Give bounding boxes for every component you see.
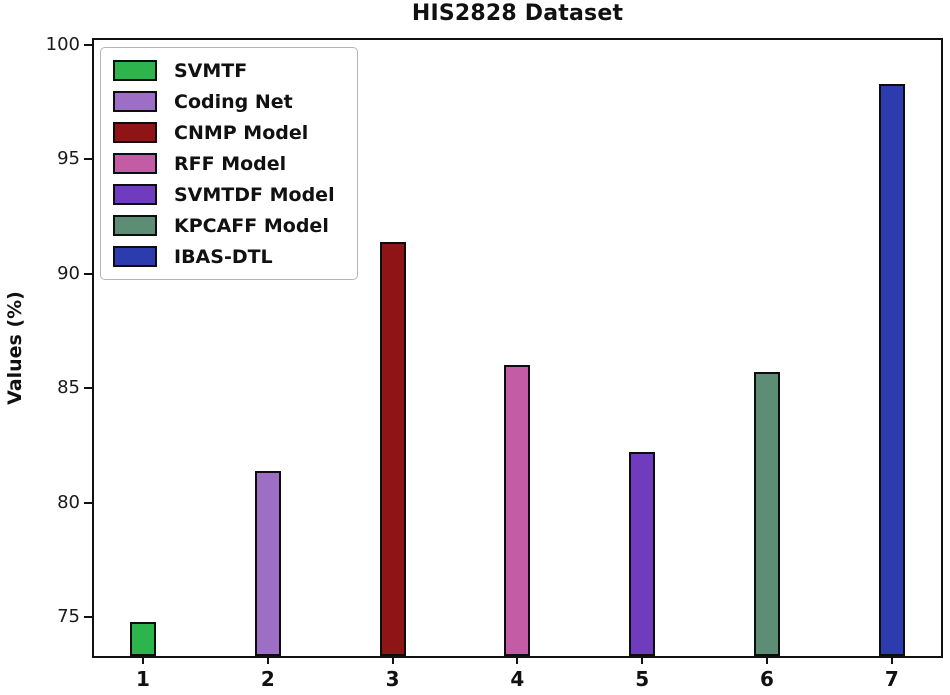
x-tick-label: 3 bbox=[385, 667, 400, 691]
y-tick bbox=[84, 43, 92, 46]
y-tick bbox=[84, 272, 92, 275]
legend-swatch-icon bbox=[113, 246, 157, 267]
y-tick-label: 85 bbox=[57, 377, 80, 399]
x-tick bbox=[890, 657, 893, 664]
y-tick-label: 75 bbox=[57, 606, 80, 628]
bar-7 bbox=[878, 83, 905, 656]
x-tick-label: 5 bbox=[635, 667, 650, 691]
legend-swatch-icon bbox=[113, 60, 157, 81]
legend-item: RFF Model bbox=[101, 148, 357, 179]
bar-5 bbox=[629, 452, 656, 656]
x-tick-label: 7 bbox=[884, 667, 899, 691]
legend-swatch-icon bbox=[113, 91, 157, 112]
plot-area: 75 80 85 90 95 100 1 2 3 4 5 6 7 SVMTF Coding Net CNM… bbox=[46, 34, 943, 691]
y-tick bbox=[84, 387, 92, 390]
legend-item: KPCAFF Model bbox=[101, 210, 357, 241]
legend-label: CNMP Model bbox=[174, 121, 309, 144]
legend-label: SVMTDF Model bbox=[174, 183, 335, 206]
bar-2 bbox=[254, 470, 281, 656]
y-tick-label: 90 bbox=[57, 262, 80, 284]
legend-label: KPCAFF Model bbox=[174, 214, 329, 237]
y-tick-label: 95 bbox=[57, 148, 80, 170]
y-tick-label: 80 bbox=[57, 491, 80, 513]
legend-label: SVMTF bbox=[174, 59, 248, 82]
x-tick bbox=[266, 657, 269, 664]
legend-swatch-icon bbox=[113, 215, 157, 236]
legend-swatch-icon bbox=[113, 122, 157, 143]
chart-title: HIS2828 Dataset bbox=[411, 1, 624, 26]
x-tick bbox=[391, 657, 394, 664]
x-tick bbox=[142, 657, 144, 664]
x-tick-label: 2 bbox=[260, 667, 275, 691]
x-tick bbox=[766, 657, 768, 664]
bar-4 bbox=[504, 365, 531, 656]
legend-item: SVMTF bbox=[101, 55, 357, 86]
legend-item: IBAS-DTL bbox=[101, 241, 357, 272]
x-tick bbox=[641, 657, 644, 664]
legend-item: Coding Net bbox=[101, 86, 357, 117]
y-tick-label: 100 bbox=[45, 33, 80, 55]
legend-label: RFF Model bbox=[174, 152, 287, 175]
legend-swatch-icon bbox=[113, 153, 157, 174]
x-tick-label: 4 bbox=[510, 667, 525, 691]
legend-label: IBAS-DTL bbox=[174, 245, 273, 268]
y-axis-label: Values (%) bbox=[4, 291, 26, 405]
legend-label: Coding Net bbox=[174, 90, 293, 113]
x-tick bbox=[516, 657, 519, 664]
bar-3 bbox=[379, 241, 406, 656]
x-tick-label: 1 bbox=[136, 667, 150, 691]
x-tick-label: 6 bbox=[760, 667, 774, 691]
legend-item: SVMTDF Model bbox=[101, 179, 357, 210]
legend-swatch-icon bbox=[113, 184, 157, 205]
legend: SVMTF Coding Net CNMP Model RFF Model SVMTDF… bbox=[100, 47, 358, 280]
bar-6 bbox=[754, 372, 780, 656]
y-tick bbox=[84, 501, 92, 504]
legend-items: SVMTF Coding Net CNMP Model RFF Model SVMTDF… bbox=[101, 55, 357, 272]
legend-item: CNMP Model bbox=[101, 117, 357, 148]
y-tick bbox=[84, 158, 92, 161]
bar-1 bbox=[130, 621, 156, 656]
y-tick bbox=[84, 616, 92, 619]
